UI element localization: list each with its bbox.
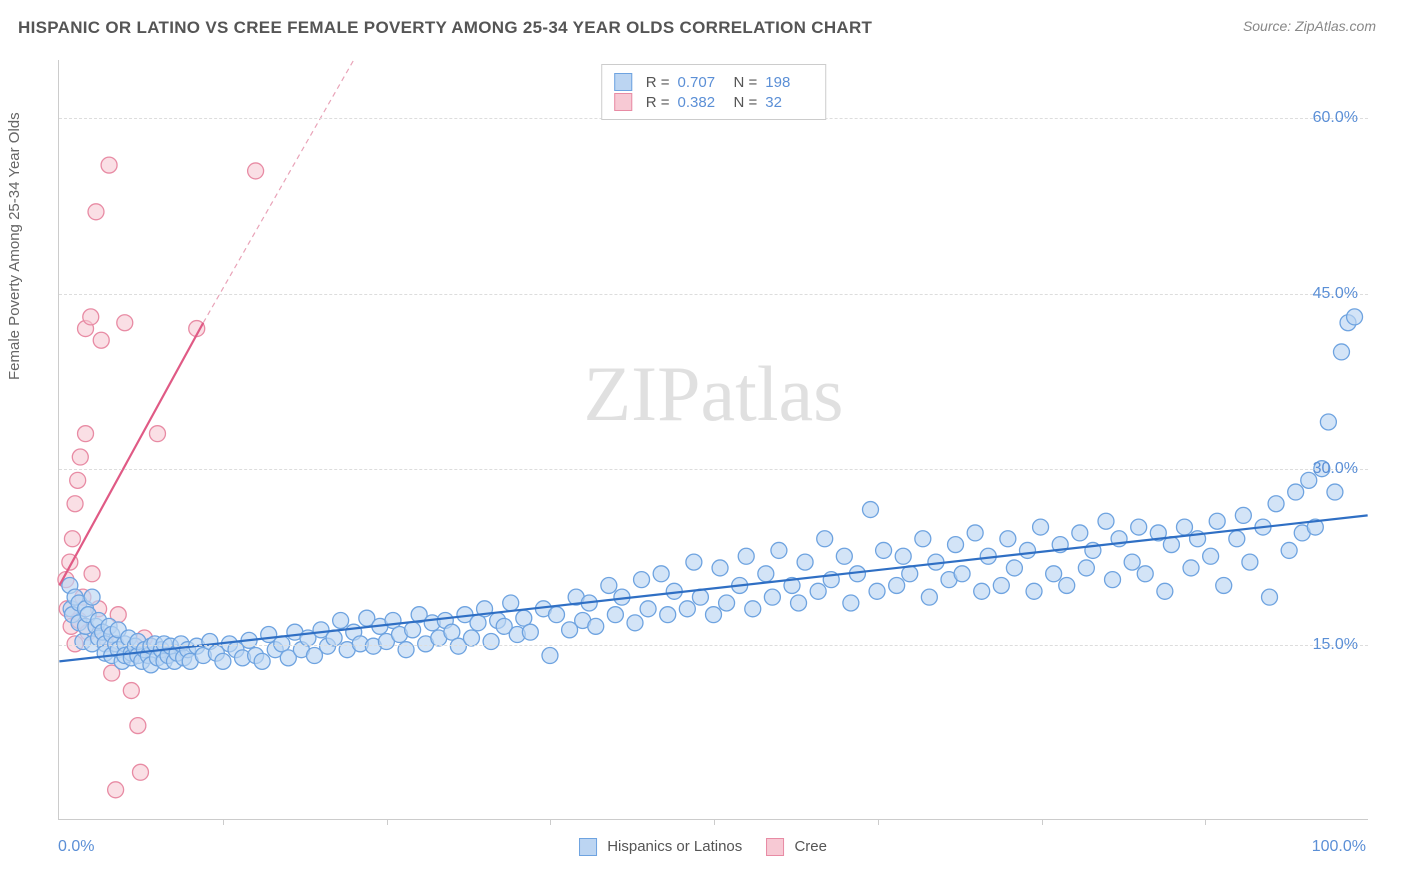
x-tick bbox=[1205, 819, 1206, 825]
x-tick bbox=[878, 819, 879, 825]
swatch-blue-icon bbox=[579, 838, 597, 856]
legend-item-blue: Hispanics or Latinos bbox=[579, 838, 742, 856]
swatch-pink-icon bbox=[766, 838, 784, 856]
x-axis-min-label: 0.0% bbox=[58, 838, 94, 856]
x-axis-max-label: 100.0% bbox=[1312, 838, 1366, 856]
y-tick-label: 45.0% bbox=[1313, 285, 1358, 303]
source-attribution: Source: ZipAtlas.com bbox=[1243, 18, 1376, 34]
x-tick bbox=[1042, 819, 1043, 825]
scatter-svg bbox=[59, 60, 1368, 819]
y-axis-label: Female Poverty Among 25-34 Year Olds bbox=[6, 112, 23, 380]
y-tick-label: 60.0% bbox=[1313, 109, 1358, 127]
correlation-legend: R = 0.707 N = 198 R = 0.382 N = 32 bbox=[601, 64, 827, 120]
legend-row-pink: R = 0.382 N = 32 bbox=[614, 93, 814, 111]
y-tick-label: 30.0% bbox=[1313, 460, 1358, 478]
y-tick-label: 15.0% bbox=[1313, 636, 1358, 654]
x-tick bbox=[387, 819, 388, 825]
swatch-pink-icon bbox=[614, 93, 632, 111]
legend-row-blue: R = 0.707 N = 198 bbox=[614, 73, 814, 91]
x-tick bbox=[223, 819, 224, 825]
chart-plot-area: ZIPatlas R = 0.707 N = 198 R = 0.382 N =… bbox=[58, 60, 1368, 820]
legend-item-pink: Cree bbox=[766, 838, 827, 856]
swatch-blue-icon bbox=[614, 73, 632, 91]
chart-title: HISPANIC OR LATINO VS CREE FEMALE POVERT… bbox=[18, 18, 872, 38]
x-tick bbox=[550, 819, 551, 825]
x-tick bbox=[714, 819, 715, 825]
series-legend: Hispanics or Latinos Cree bbox=[579, 838, 827, 856]
gridline bbox=[59, 645, 1368, 646]
gridline bbox=[59, 294, 1368, 295]
gridline bbox=[59, 469, 1368, 470]
